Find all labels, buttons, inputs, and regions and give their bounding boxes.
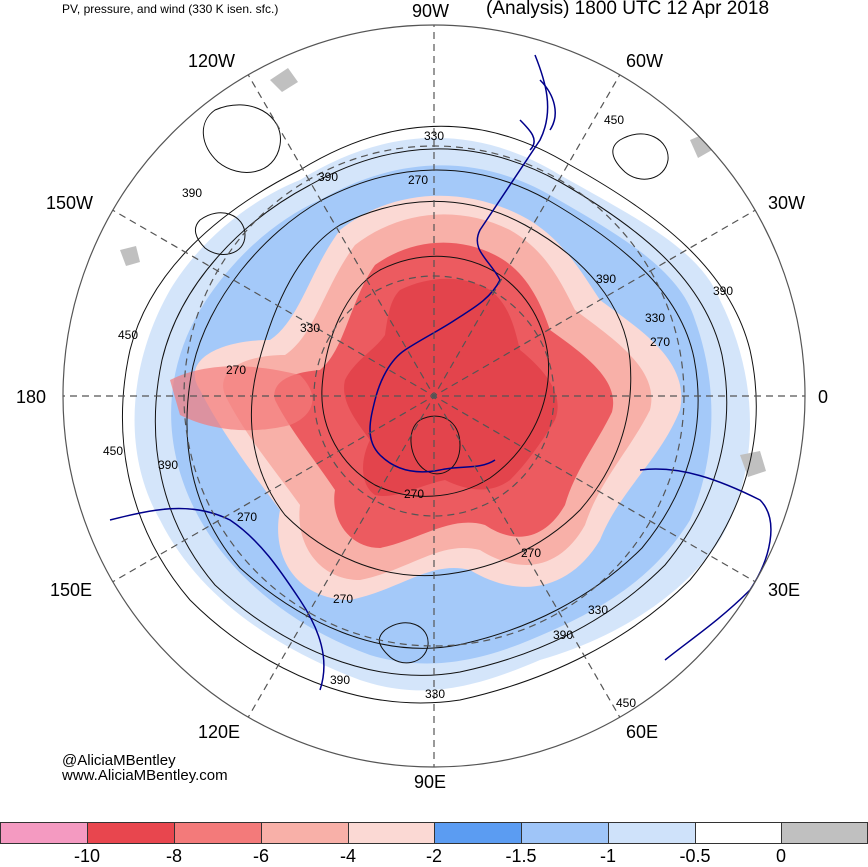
colorbar-tick: -8 bbox=[165, 846, 183, 866]
contour-label: 390 bbox=[330, 673, 350, 687]
colorbar-segment bbox=[348, 822, 435, 844]
map-subtitle: PV, pressure, and wind (330 K isen. sfc.… bbox=[62, 2, 279, 16]
colorbar-segment bbox=[695, 822, 782, 844]
contour-label: 330 bbox=[645, 311, 665, 325]
contour-label: 450 bbox=[604, 113, 624, 127]
contour-label: 450 bbox=[103, 444, 123, 458]
colorbar-segment bbox=[0, 822, 88, 844]
colorbar-tick: -1 bbox=[599, 846, 617, 866]
contour-label: 450 bbox=[118, 328, 138, 342]
pv-zero-patch bbox=[740, 451, 766, 477]
colorbar-segment bbox=[521, 822, 609, 844]
colorbar-segment bbox=[781, 822, 868, 844]
map-title: (Analysis) 1800 UTC 12 Apr 2018 bbox=[486, 0, 770, 19]
colorbar-segment bbox=[261, 822, 349, 844]
pv-zero-patch bbox=[270, 68, 298, 92]
author-website: www.AliciaMBentley.com bbox=[62, 767, 228, 784]
contour-label: 270 bbox=[521, 546, 541, 560]
contour-label: 390 bbox=[318, 170, 338, 184]
colorbar-segment bbox=[608, 822, 696, 844]
map-fields bbox=[63, 25, 805, 767]
colorbar-segment bbox=[87, 822, 175, 844]
contour-label: 270 bbox=[404, 487, 424, 501]
colorbar-tick: -4 bbox=[339, 846, 357, 866]
lon-label-90w: 90W bbox=[412, 1, 450, 21]
lon-label-150e: 150E bbox=[50, 580, 93, 600]
lon-label-30e: 30E bbox=[768, 580, 801, 600]
pv-zero-patch bbox=[120, 246, 140, 266]
lon-label-180: 180 bbox=[16, 387, 47, 407]
lon-label-150w: 150W bbox=[46, 193, 94, 213]
coastlines bbox=[109, 54, 772, 691]
colorbar-segment bbox=[434, 822, 522, 844]
contour-label: 390 bbox=[158, 458, 178, 472]
colorbar-tick: -0.5 bbox=[679, 846, 711, 866]
contour-label: 390 bbox=[182, 186, 202, 200]
contour-labels: 330 390 270 450 390 330 270 390 450 330 … bbox=[103, 113, 733, 710]
contour-label: 270 bbox=[333, 592, 353, 606]
polar-map: 330 390 270 450 390 330 270 390 450 330 … bbox=[62, 24, 806, 768]
pressure-contours bbox=[122, 104, 757, 704]
contour-label: 270 bbox=[226, 363, 246, 377]
contour-label: 450 bbox=[616, 696, 636, 710]
contour-label: 330 bbox=[588, 603, 608, 617]
contour-label: 270 bbox=[237, 510, 257, 524]
lon-label-30w: 30W bbox=[768, 193, 806, 213]
colorbar-segment bbox=[174, 822, 262, 844]
lon-label-0: 0 bbox=[818, 387, 829, 407]
colorbar-tick: 0 bbox=[775, 846, 787, 866]
graticule bbox=[63, 25, 805, 767]
contour-label: 390 bbox=[713, 284, 733, 298]
contour-label: 270 bbox=[650, 335, 670, 349]
lon-label-90e: 90E bbox=[414, 772, 447, 792]
contour-label: 330 bbox=[300, 321, 320, 335]
lon-label-60w: 60W bbox=[626, 51, 664, 71]
colorbar-tick: -10 bbox=[73, 846, 101, 866]
map-boundary bbox=[62, 24, 806, 768]
colorbar-tick: -2 bbox=[425, 846, 443, 866]
lon-label-60e: 60E bbox=[626, 722, 659, 742]
pv-lobe-west bbox=[170, 366, 313, 431]
contour-label: 270 bbox=[408, 173, 428, 187]
contour-label: 330 bbox=[425, 687, 445, 701]
author-handle: @AliciaMBentley bbox=[62, 752, 176, 769]
contour-label: 330 bbox=[424, 129, 444, 143]
colorbar-tick: -1.5 bbox=[505, 846, 537, 866]
lon-label-120w: 120W bbox=[188, 51, 236, 71]
contour-label: 390 bbox=[553, 628, 573, 642]
colorbar-tick: -6 bbox=[252, 846, 270, 866]
contour-label: 390 bbox=[596, 272, 616, 286]
colorbar bbox=[0, 822, 868, 844]
lon-label-120e: 120E bbox=[198, 722, 241, 742]
